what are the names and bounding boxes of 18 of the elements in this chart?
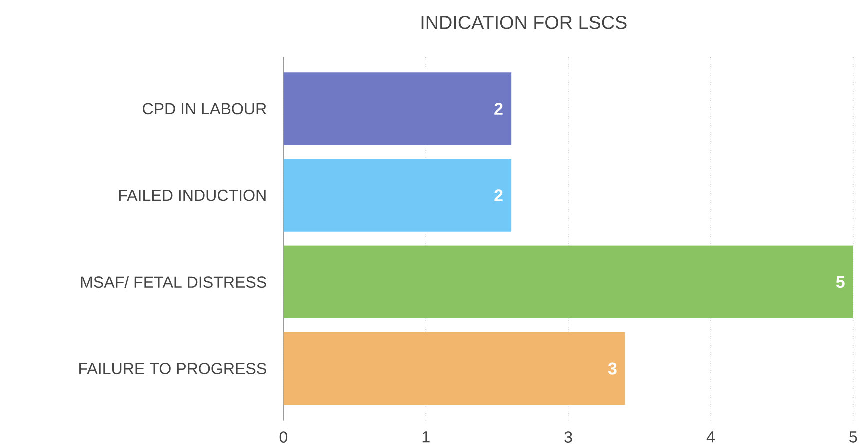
data-label: 2 [494,190,503,202]
bar [284,72,512,146]
data-label: 3 [608,362,617,375]
data-label: 5 [836,276,845,288]
x-tick-label: 5 [850,432,858,443]
data-label: 2 [494,102,503,115]
bar [284,332,626,406]
x-tick-label: 4 [706,432,715,443]
y-tick-label: MSAF/ FETAL DISTRESS [81,276,266,288]
bar [284,246,854,318]
y-tick-label: CPD IN LABOUR [143,103,266,115]
bar [284,159,512,232]
y-tick-label: FAILED INDUCTION [119,190,266,202]
x-tick-label: 0 [280,432,288,443]
x-tick-label: 3 [564,432,572,443]
chart-title: INDICATION FOR LSCS [422,16,627,30]
x-tick-label: 1 [422,432,430,443]
y-tick-label: FAILURE TO PROGRESS [80,363,266,374]
